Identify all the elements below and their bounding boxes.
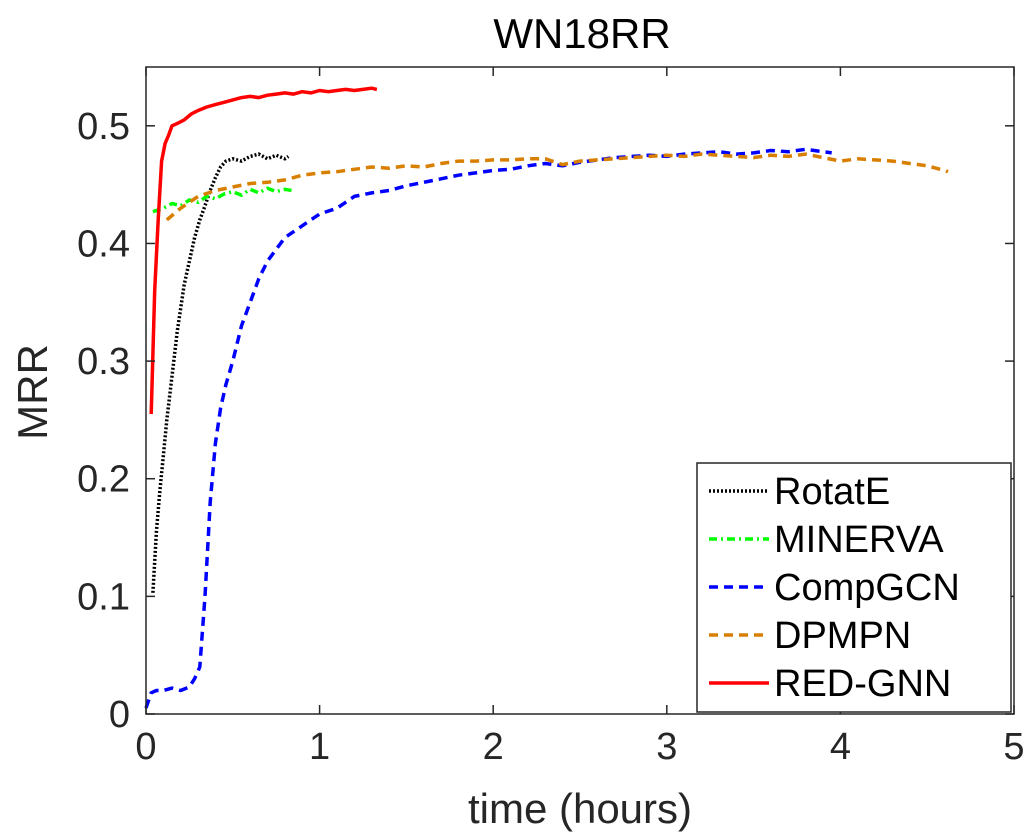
chart-title: WN18RR [493,10,670,57]
y-tick-label: 0.4 [77,223,130,265]
x-tick-label: 3 [656,726,677,768]
legend: RotatE MINERVA CompGCN DPMPN RED-GNN [696,462,1012,713]
legend-label-compgcn: CompGCN [774,567,960,609]
y-tick-label: 0.3 [77,341,130,383]
y-tick-label: 0.2 [77,459,130,501]
x-tick-label: 5 [1003,726,1024,768]
series-line-dpmpn [165,152,949,222]
axes-box [145,66,1015,715]
legend-label-rotate: RotatE [774,471,890,513]
series-line-rotate [151,152,290,593]
legend-label-dpmpn: DPMPN [774,615,911,657]
legend-box [696,462,1012,713]
series-line-minerva [152,186,293,214]
legend-label-minerva: MINERVA [774,519,944,561]
x-tick-label: 1 [309,726,330,768]
y-axis-label: MRR [9,344,56,440]
series-line-red-gnn [149,86,378,415]
y-tick-label: 0.5 [77,106,130,148]
series-line-compgcn [144,147,832,709]
legend-label-red-gnn: RED-GNN [774,663,951,705]
y-tick-label: 0 [109,694,130,736]
x-axis-label: time (hours) [468,785,692,832]
x-tick-label: 2 [483,726,504,768]
axis-ticks: 0 1 2 3 4 5 0 0.1 0.2 0.3 0.4 0.5 [77,67,1025,768]
x-tick-label: 4 [830,726,851,768]
plot-area [144,86,949,709]
x-tick-label: 0 [135,726,156,768]
y-tick-label: 0.1 [77,576,130,618]
